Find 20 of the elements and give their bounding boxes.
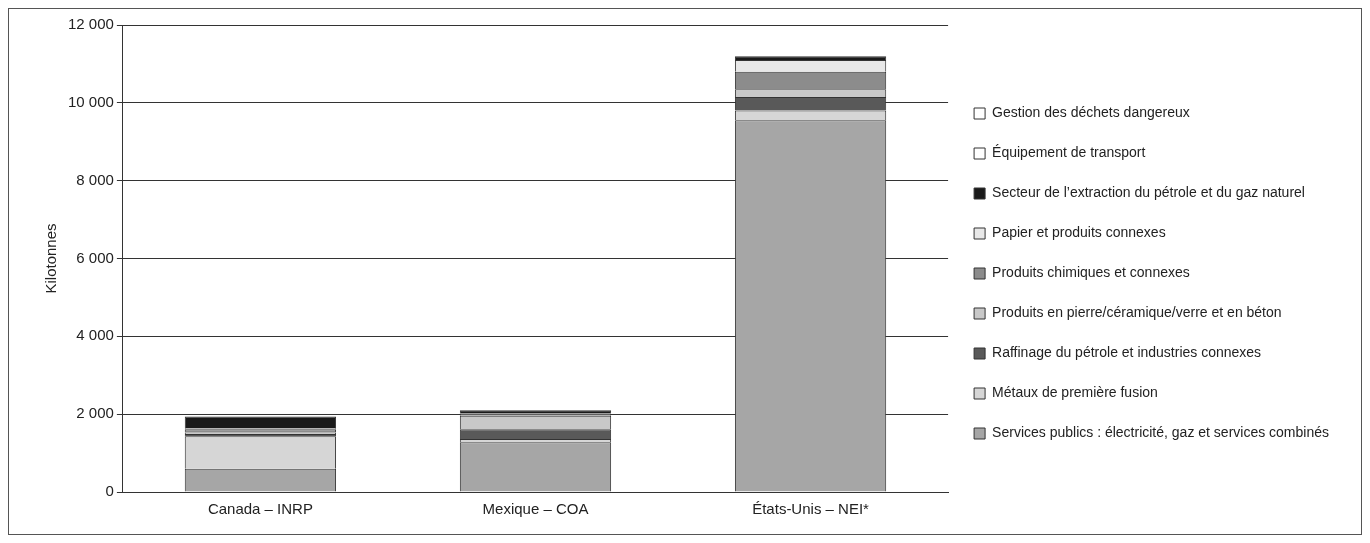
legend-label: Produits en pierre/céramique/verre et en béton xyxy=(992,304,1282,321)
x-tick-label: Mexique – COA xyxy=(482,500,589,518)
y-tick-label: 12 000 xyxy=(67,15,114,33)
legend-label: Papier et produits connexes xyxy=(992,224,1166,241)
y-tick-label: 0 xyxy=(105,482,114,500)
y-tick-label: 6 000 xyxy=(76,248,114,266)
x-tick-label: Canada – INRP xyxy=(207,500,313,518)
x-tick-label: États-Unis – NEI* xyxy=(752,500,870,518)
legend-label: Gestion des déchets dangereux xyxy=(992,104,1190,121)
y-tick-label: 8 000 xyxy=(76,170,114,188)
legend-label: Raffinage du pétrole et industries connexes xyxy=(992,344,1262,361)
legend-label: Métaux de première fusion xyxy=(992,384,1158,401)
y-tick-label: 4 000 xyxy=(76,326,114,344)
legend-label: Équipement de transport xyxy=(992,144,1146,161)
y-tick-label: 10 000 xyxy=(67,92,114,110)
legend-label: Secteur de l’extraction du pétrole et du gaz naturel xyxy=(992,184,1305,201)
y-axis-title: Kilotonnes xyxy=(42,223,60,294)
legend-label: Produits chimiques et connexes xyxy=(992,264,1190,281)
y-tick-label: 2 000 xyxy=(76,404,114,422)
legend-label: Services publics : électricité, gaz et services combinés xyxy=(992,424,1330,441)
